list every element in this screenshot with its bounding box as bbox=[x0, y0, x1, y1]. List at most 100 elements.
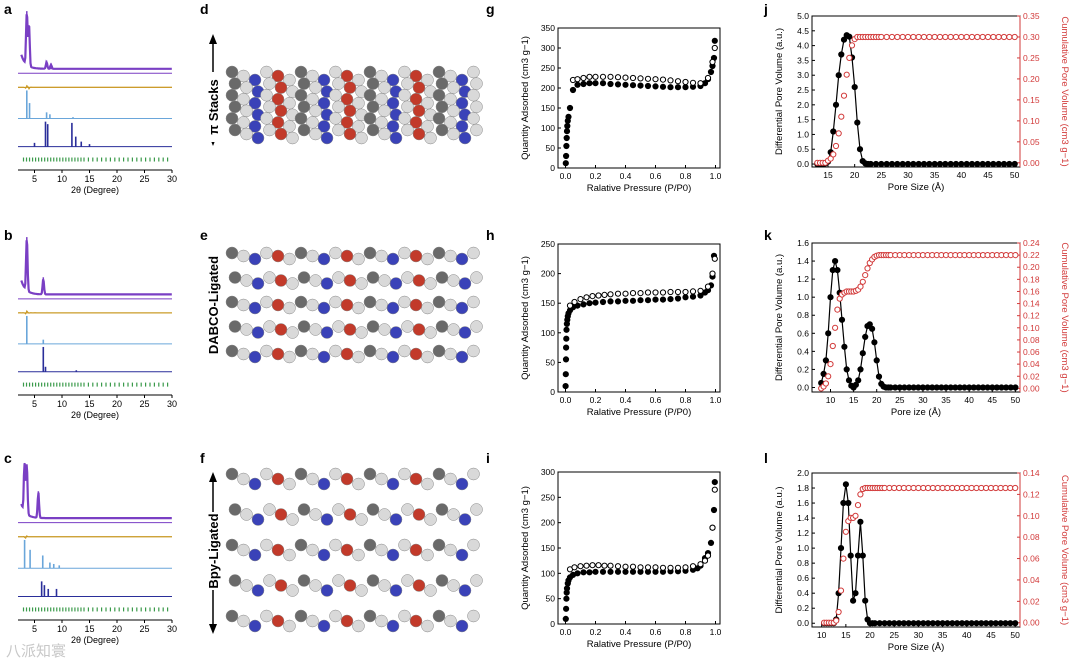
data-point-differential-9 bbox=[838, 316, 846, 323]
atom-sphere bbox=[248, 120, 262, 133]
y2-tick-label-1: 0.02 bbox=[1023, 371, 1040, 381]
atom-sphere bbox=[317, 619, 331, 633]
data-point-differential-26 bbox=[899, 160, 906, 168]
y2-tick-label-4: 0.08 bbox=[1023, 335, 1040, 345]
data-point-cumulative-44 bbox=[984, 33, 992, 41]
atom-sphere bbox=[455, 252, 469, 266]
data-point-cumulative-30 bbox=[910, 33, 917, 41]
data-point-cumulative-7 bbox=[834, 306, 841, 313]
data-point-desorption-18 bbox=[689, 288, 697, 295]
atom-sphere bbox=[340, 69, 354, 83]
atom-sphere bbox=[378, 323, 391, 336]
x-tick-label-5: 1.0 bbox=[710, 395, 722, 405]
atom-sphere bbox=[228, 100, 242, 114]
atom-sphere bbox=[329, 88, 342, 102]
data-point-differential-7 bbox=[834, 267, 841, 274]
data-point-adsorption-2 bbox=[563, 142, 570, 150]
atom-sphere bbox=[294, 467, 308, 481]
data-point-cumulative-35 bbox=[936, 33, 944, 41]
data-point-cumulative-31 bbox=[915, 33, 922, 41]
atom-sphere bbox=[424, 277, 437, 290]
data-point-differential-9 bbox=[842, 481, 850, 488]
atom-sphere bbox=[363, 65, 377, 79]
atom-sphere bbox=[240, 104, 253, 118]
atom-sphere bbox=[340, 614, 354, 628]
atom-sphere bbox=[274, 104, 288, 118]
atom-sphere bbox=[363, 88, 377, 102]
data-point-differential-6 bbox=[830, 128, 837, 135]
atom-sphere bbox=[251, 584, 265, 597]
pxrd-x-tick-label-2: 15 bbox=[84, 399, 94, 409]
atom-sphere bbox=[366, 271, 380, 284]
data-point-cumulative-11 bbox=[843, 71, 850, 78]
atom-sphere bbox=[317, 301, 331, 315]
data-point-adsorption-7 bbox=[565, 113, 572, 120]
pxrd-x-tick-label-4: 25 bbox=[139, 399, 149, 409]
x-tick-label-5: 35 bbox=[938, 630, 948, 640]
data-point-adsorption-23 bbox=[667, 84, 674, 91]
data-point-desorption-1 bbox=[571, 564, 578, 571]
data-point-differential-46 bbox=[1006, 160, 1013, 168]
atom-sphere bbox=[366, 123, 380, 137]
data-point-adsorption-28 bbox=[689, 293, 697, 300]
atom-sphere bbox=[225, 88, 239, 102]
atom-sphere bbox=[435, 123, 449, 137]
atom-sphere bbox=[467, 609, 480, 623]
y-tick-label-3: 150 bbox=[541, 103, 555, 113]
atom-sphere bbox=[378, 579, 391, 592]
atom-sphere bbox=[237, 69, 250, 83]
data-point-cumulative-40 bbox=[963, 33, 970, 41]
x-tick-label-2: 0.4 bbox=[620, 627, 632, 637]
atom-sphere bbox=[343, 274, 357, 287]
data-point-desorption-7 bbox=[614, 74, 622, 81]
x-tick-label-6: 40 bbox=[962, 630, 972, 640]
data-point-adsorption-4 bbox=[563, 128, 571, 135]
data-point-differential-29 bbox=[915, 160, 922, 168]
structure-label-e: DABCO-Ligated bbox=[206, 256, 221, 354]
data-point-adsorption-4 bbox=[563, 335, 570, 342]
atom-sphere bbox=[343, 323, 357, 336]
data-point-cumulative-24 bbox=[878, 33, 885, 41]
atom-sphere bbox=[225, 467, 239, 481]
y-tick-label-2: 1.0 bbox=[797, 129, 809, 139]
atom-sphere bbox=[447, 127, 460, 141]
atom-sphere bbox=[378, 508, 391, 521]
data-point-differential-12 bbox=[845, 377, 853, 384]
atom-sphere bbox=[352, 477, 365, 491]
atom-sphere bbox=[297, 503, 311, 516]
atom-sphere bbox=[447, 104, 460, 118]
atom-sphere bbox=[306, 298, 319, 312]
data-point-cumulative-33 bbox=[926, 33, 933, 41]
atom-sphere bbox=[225, 609, 239, 623]
data-point-differential-16 bbox=[855, 377, 862, 384]
data-point-desorption-15 bbox=[674, 78, 682, 85]
atom-sphere bbox=[263, 574, 276, 587]
data-point-cumulative-6 bbox=[835, 608, 842, 616]
panel-label-i: i bbox=[486, 450, 490, 466]
x-tick-label-7: 45 bbox=[988, 395, 998, 405]
y2-tick-label-6: 0.12 bbox=[1023, 489, 1040, 499]
data-point-differential-12 bbox=[846, 33, 853, 40]
atom-sphere bbox=[424, 584, 437, 597]
atom-sphere bbox=[398, 88, 411, 102]
data-point-cumulative-25 bbox=[883, 33, 890, 41]
x-tick-label-0: 10 bbox=[817, 630, 827, 640]
data-point-differential-3 bbox=[825, 330, 832, 337]
atom-sphere bbox=[251, 326, 265, 339]
data-point-adsorption-13 bbox=[592, 80, 599, 87]
data-point-adsorption-0 bbox=[562, 383, 569, 390]
atom-sphere bbox=[260, 609, 273, 623]
pxrd-x-tick-label-5: 30 bbox=[167, 624, 177, 634]
data-point-adsorption-25 bbox=[667, 296, 674, 303]
data-point-adsorption-24 bbox=[659, 296, 667, 303]
data-point-desorption-6 bbox=[601, 291, 608, 298]
atom-sphere bbox=[412, 104, 426, 118]
data-point-adsorption-26 bbox=[674, 295, 682, 302]
atom-sphere bbox=[375, 472, 388, 486]
x-axis-label: Pore ize (Å) bbox=[891, 407, 941, 418]
atom-sphere bbox=[228, 503, 242, 516]
atom-sphere bbox=[363, 295, 377, 309]
atom-sphere bbox=[455, 548, 469, 562]
data-point-cumulative-57 bbox=[1012, 252, 1019, 259]
